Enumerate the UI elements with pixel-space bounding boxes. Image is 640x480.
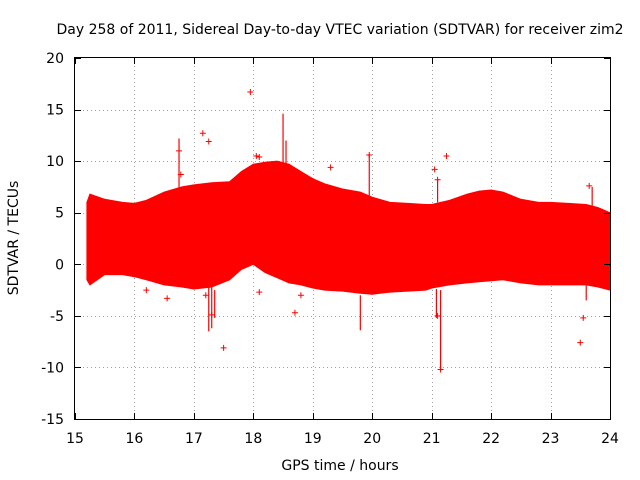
data-point [437, 366, 444, 373]
data-point [220, 344, 227, 351]
data-point [443, 152, 450, 159]
data-point [176, 147, 183, 154]
data-point [177, 171, 184, 178]
x-tick-label: 22 [482, 431, 500, 447]
x-tick-label: 21 [423, 431, 441, 447]
x-tick-label: 16 [126, 431, 144, 447]
data-point [431, 166, 438, 173]
data-point [586, 182, 593, 189]
x-tick-label: 20 [363, 431, 381, 447]
y-tick-label: 20 [46, 51, 64, 67]
data-point [577, 339, 584, 346]
outlier-layer [143, 89, 593, 373]
y-tick-label: 10 [46, 154, 64, 170]
data-point [366, 151, 373, 158]
data-point [202, 292, 209, 299]
y-tick-labels: -15 -10 -5 0 5 10 15 20 [41, 51, 64, 428]
data-point [244, 258, 251, 265]
data-point [434, 312, 441, 319]
y-axis-label: SDTVAR / TECUs [6, 181, 22, 296]
y-tick-label: -10 [41, 360, 64, 376]
data-point [291, 309, 298, 316]
data-point [327, 164, 334, 171]
y-tick-label: 15 [46, 103, 64, 119]
axis-ticks [75, 58, 611, 420]
x-tick-label: 18 [244, 431, 262, 447]
y-tick-label: 5 [55, 206, 64, 222]
data-point [256, 154, 263, 161]
data-point [253, 152, 260, 159]
data-point [205, 138, 212, 145]
data-point [247, 89, 254, 96]
data-point [297, 292, 304, 299]
data-point [199, 130, 206, 137]
y-tick-label: -5 [50, 309, 64, 325]
x-tick-labels: 15 16 17 18 19 20 21 22 23 24 [66, 431, 619, 447]
x-tick-label: 19 [304, 431, 322, 447]
x-tick-label: 23 [542, 431, 560, 447]
data-point [208, 311, 215, 318]
data-point [164, 295, 171, 302]
plot-frame [74, 57, 611, 420]
data-point [143, 287, 150, 294]
data-point [256, 289, 263, 296]
x-tick-label: 17 [185, 431, 203, 447]
y-tick-label: -15 [41, 412, 64, 428]
data-point [434, 176, 441, 183]
y-tick-label: 0 [55, 257, 64, 273]
data-point [580, 314, 587, 321]
chart-title: Day 258 of 2011, Sidereal Day-to-day VTE… [57, 22, 624, 38]
x-axis-label: GPS time / hours [281, 458, 398, 474]
x-tick-label: 15 [66, 431, 84, 447]
x-tick-label: 24 [601, 431, 619, 447]
